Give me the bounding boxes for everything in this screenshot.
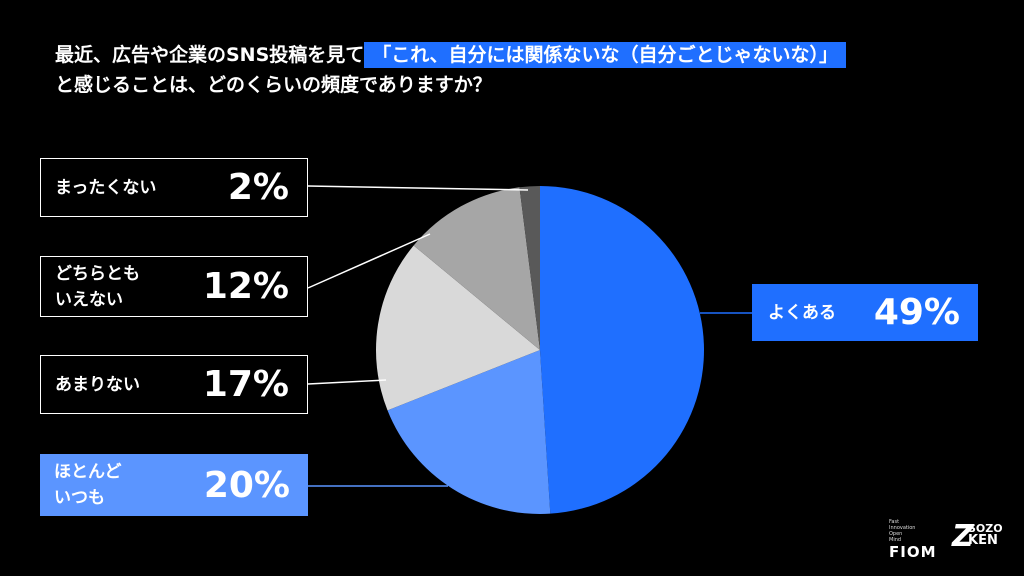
fiom-small-1: Fast — [889, 519, 900, 525]
zozoken-sozo: SOZO — [968, 522, 1003, 535]
callout-pct: 49% — [873, 292, 960, 333]
pie-slice-mattaku — [519, 186, 540, 350]
callout-label-2: いつも — [54, 488, 105, 508]
fiom-small-4: Mind — [889, 537, 902, 543]
pie-slice-hotondo — [387, 350, 551, 514]
pie-slice-amari — [376, 245, 540, 411]
zozoken-z: Z — [952, 519, 974, 554]
zozoken-logo: Z SOZO KEN — [952, 520, 1008, 556]
callout-amari: あまりない 17% — [40, 355, 308, 414]
fiom-small-3: Open — [889, 531, 903, 537]
callout-dochira: どちらとも いえない 12% — [40, 256, 308, 317]
callout-label: あまりない — [55, 374, 140, 395]
zozoken-ken: KEN — [968, 533, 998, 548]
callout-label: まったくない — [55, 177, 157, 198]
callout-label-2: いえない — [55, 289, 123, 310]
callout-pct: 12% — [202, 266, 289, 307]
callout-label-1: ほとんど — [54, 462, 122, 482]
title-line1: 最近、広告や企業のSNS投稿を見て — [55, 44, 365, 66]
leader-line-mattaku — [307, 185, 529, 191]
callout-label: よくある — [768, 302, 836, 323]
fiom-small-2: Innovation — [889, 525, 916, 531]
callout-mattaku: まったくない 2% — [40, 158, 308, 217]
fiom-logo: Fast Innovation Open Mind FIOM — [889, 519, 937, 561]
callout-pct: 2% — [227, 167, 289, 208]
leader-line-dochira — [307, 233, 431, 289]
callout-label-1: どちらとも — [55, 263, 140, 284]
pie-slice-yoku — [540, 186, 704, 514]
chart-title: 最近、広告や企業のSNS投稿を見て 「これ、自分には関係ないな（自分ごとじゃないな… — [55, 40, 846, 100]
title-line2: と感じることは、どのくらいの頻度でありますか？ — [55, 74, 492, 96]
callout-hotondo: ほとんど いつも 20% — [40, 454, 308, 516]
pie-slice-dochira — [413, 187, 540, 350]
title-highlight: 「これ、自分には関係ないな（自分ごとじゃないな）」 — [364, 42, 846, 68]
callout-pct: 20% — [203, 464, 290, 506]
callout-pct: 17% — [202, 364, 289, 405]
fiom-wordmark: FIOM — [889, 543, 937, 561]
leader-line-amari — [307, 379, 387, 385]
callout-yoku: よくある 49% — [752, 284, 978, 341]
